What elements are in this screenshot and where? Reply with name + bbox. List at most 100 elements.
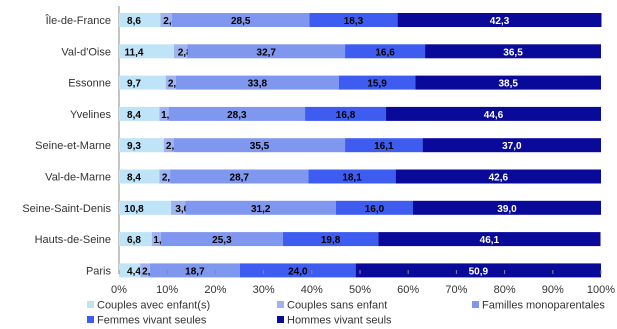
data-label: 28,3 [227, 110, 247, 121]
category-label: Val-de-Marne [45, 172, 111, 184]
data-label: 36,5 [503, 47, 523, 58]
data-label: 2,1 [168, 79, 182, 90]
data-label: 28,7 [230, 173, 250, 184]
bar-segment [170, 169, 309, 184]
x-tick-label: 50% [349, 284, 371, 296]
bar-segment [305, 106, 387, 121]
data-label: 42,6 [489, 173, 509, 184]
bar-segment [119, 13, 161, 27]
data-label: 16,8 [336, 110, 356, 121]
legend-swatch [87, 316, 94, 323]
data-label: 18,7 [185, 266, 205, 277]
data-label: 42,3 [490, 16, 510, 27]
data-label: 8,4 [127, 110, 141, 121]
data-label: 33,8 [248, 79, 268, 90]
data-label: 18,3 [344, 16, 364, 27]
bar-segment [159, 169, 171, 184]
category-label: Île-de-France [45, 14, 111, 27]
bar-segment [282, 232, 379, 247]
bars-layer: 8,6 2,4 28,5 18,3 42,3 11,4 2,8 32,7 16,6 36,5 9,7… [119, 13, 602, 278]
bar-segment [338, 75, 416, 90]
data-label: 24,0 [288, 266, 308, 277]
bar-segment [413, 200, 601, 215]
data-label: 37,0 [502, 141, 522, 152]
category-label: Seine-et-Marne [35, 140, 111, 152]
data-label: 16,0 [365, 204, 385, 215]
data-label: 6,8 [127, 235, 141, 246]
data-label: 50,9 [469, 266, 489, 277]
x-tick-labels: 0% 10% 20% 30% 40% 50% 60% 70% 80% 90% 100% [111, 270, 615, 296]
data-label: 32,7 [257, 47, 277, 58]
category-label: Hauts-de-Seine [35, 234, 111, 246]
legend-label: Familles monoparentales [482, 300, 605, 312]
legend-label: Couples avec enfant(s) [97, 300, 210, 312]
x-tick-label: 70% [445, 284, 467, 296]
bar-segment [119, 232, 152, 247]
x-tick-label: 30% [253, 284, 275, 296]
data-label: 3,0 [175, 204, 189, 215]
bar-segment [119, 106, 160, 121]
bar-segment [187, 44, 346, 59]
data-label: 44,6 [484, 110, 504, 121]
bar-segment [386, 106, 601, 121]
legend-label: Couples sans enfant [287, 300, 387, 312]
bar-segment [119, 75, 166, 90]
x-tick-label: 0% [111, 284, 127, 296]
bar-segment [160, 232, 283, 247]
category-label: Seine-Saint-Denis [22, 203, 111, 215]
bar-segment [422, 138, 601, 153]
bar-segment [171, 200, 186, 215]
data-label: 8,6 [127, 16, 141, 27]
bar-segment [165, 75, 176, 90]
legend-swatch [87, 301, 94, 308]
bar-segment [335, 200, 414, 215]
data-label: 18,1 [342, 173, 362, 184]
bar-segment [308, 169, 396, 184]
data-label: 10,8 [124, 204, 144, 215]
data-label: 2,4 [163, 16, 177, 27]
legend: Couples avec enfant(s) Couples sans enfan… [87, 300, 605, 327]
bar-segment [378, 232, 601, 247]
bar-segment [119, 263, 141, 278]
data-label: 9,7 [127, 79, 141, 90]
bar-segment [395, 169, 601, 184]
legend-swatch [277, 301, 284, 308]
data-label: 46,1 [480, 235, 500, 246]
bar-segment [425, 44, 601, 59]
data-label: 8,4 [127, 173, 141, 184]
data-label: 16,1 [374, 141, 394, 152]
legend-label: Hommes vivant seuls [287, 315, 392, 327]
bar-segment [309, 13, 398, 27]
bar-segment [345, 138, 423, 153]
bar-segment [185, 200, 336, 215]
bar-segment [173, 44, 188, 59]
bar-segment [160, 13, 173, 27]
data-label: 4,4 [127, 266, 141, 277]
x-tick-label: 60% [397, 284, 419, 296]
data-label: 25,3 [212, 235, 232, 246]
bar-segment [172, 13, 310, 27]
category-label: Essonne [68, 78, 111, 90]
legend-swatch [472, 301, 479, 308]
bar-segment [119, 200, 172, 215]
category-labels: Île-de-France Val-d'Oise Essonne Yvelines Se… [22, 14, 111, 277]
bar-segment [355, 263, 601, 278]
bar-segment [345, 44, 426, 59]
data-label: 1,9 [153, 235, 167, 246]
category-label: Val-d'Oise [61, 46, 111, 58]
bar-segment [149, 263, 240, 278]
bar-segment [119, 138, 164, 153]
data-label: 16,6 [375, 47, 395, 58]
data-label: 28,5 [231, 16, 251, 27]
data-label: 38,5 [498, 79, 518, 90]
data-label: 19,8 [321, 235, 341, 246]
data-label: 2,2 [162, 173, 176, 184]
bar-segment [239, 263, 356, 278]
x-tick-label: 90% [542, 284, 564, 296]
legend-label: Femmes vivant seules [97, 315, 207, 327]
data-label: 39,0 [497, 204, 517, 215]
data-label: 2,1 [166, 141, 180, 152]
bar-segment [151, 232, 161, 247]
x-tick-label: 10% [156, 284, 178, 296]
